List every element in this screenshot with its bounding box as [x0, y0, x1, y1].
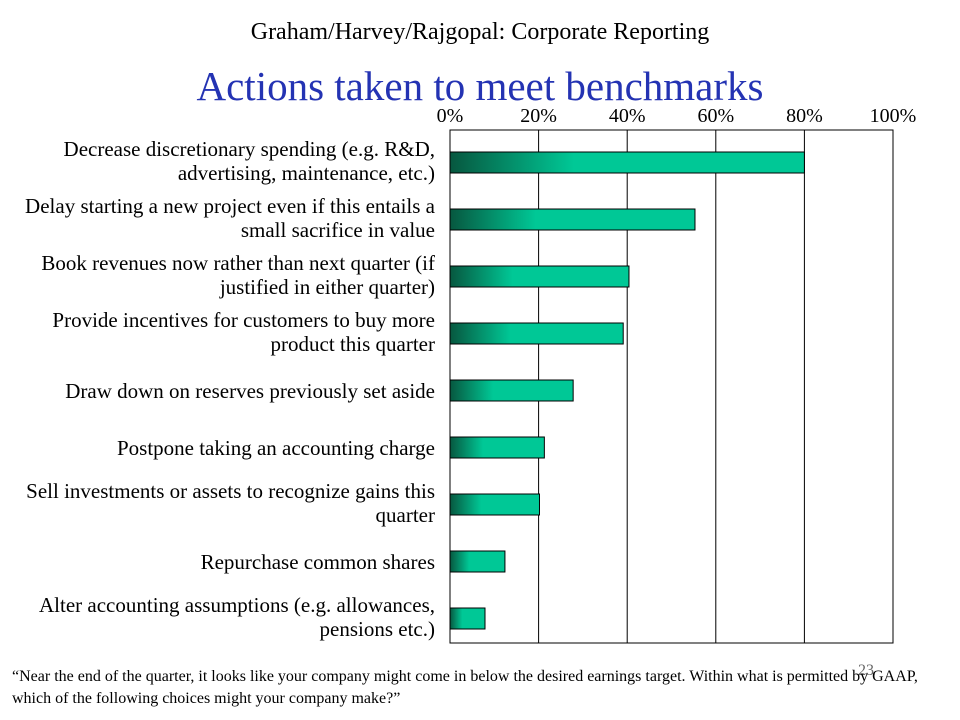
- category-label: Repurchase common shares: [5, 550, 435, 574]
- x-tick-label: 60%: [697, 105, 734, 127]
- category-label-line: Decrease discretionary spending (e.g. R&…: [63, 136, 435, 161]
- category-label: Provide incentives for customers to buy …: [5, 308, 435, 356]
- bar: [449, 208, 696, 231]
- category-label-line: Book revenues now rather than next quart…: [41, 250, 435, 275]
- category-label: Sell investments or assets to recognize …: [5, 479, 435, 527]
- category-label-line: Postpone taking an accounting charge: [116, 435, 435, 460]
- category-label-line: Repurchase common shares: [200, 549, 435, 574]
- bar: [449, 550, 506, 573]
- category-label-line: pensions etc.): [319, 616, 435, 641]
- bar: [449, 607, 486, 630]
- category-label: Book revenues now rather than next quart…: [5, 251, 435, 299]
- category-label: Decrease discretionary spending (e.g. R&…: [5, 137, 435, 185]
- x-tick-label: 40%: [609, 105, 646, 127]
- page-number: 23: [858, 662, 874, 679]
- category-label: Alter accounting assumptions (e.g. allow…: [5, 593, 435, 641]
- category-label-line: quarter: [375, 502, 435, 527]
- bar: [449, 151, 805, 174]
- category-label-line: advertising, maintenance, etc.): [177, 160, 435, 185]
- bar: [449, 379, 574, 402]
- chart-title: Actions taken to meet benchmarks: [196, 63, 764, 109]
- category-label-line: Delay starting a new project even if thi…: [25, 193, 435, 218]
- bar: [449, 265, 630, 288]
- x-tick-label: 80%: [786, 105, 823, 127]
- category-label-line: Sell investments or assets to recognize …: [26, 478, 435, 503]
- category-label: Draw down on reserves previously set asi…: [5, 379, 435, 403]
- bar: [449, 493, 540, 516]
- header-title: Graham/Harvey/Rajgopal: Corporate Report…: [250, 19, 710, 45]
- category-label-line: product this quarter: [270, 331, 435, 356]
- x-tick-label: 20%: [520, 105, 557, 127]
- bar: [449, 436, 545, 459]
- footnote: “Near the end of the quarter, it looks l…: [12, 668, 918, 707]
- bar: [449, 322, 624, 345]
- category-label: Postpone taking an accounting charge: [5, 436, 435, 460]
- category-label-line: justified in either quarter): [219, 274, 435, 299]
- category-label: Delay starting a new project even if thi…: [5, 194, 435, 242]
- category-label-line: small sacrifice in value: [240, 217, 435, 242]
- x-tick-label: 100%: [870, 105, 917, 127]
- x-tick-label: 0%: [437, 105, 464, 127]
- category-label-line: Alter accounting assumptions (e.g. allow…: [39, 592, 435, 617]
- category-label-line: Provide incentives for customers to buy …: [52, 307, 435, 332]
- category-label-line: Draw down on reserves previously set asi…: [65, 378, 435, 403]
